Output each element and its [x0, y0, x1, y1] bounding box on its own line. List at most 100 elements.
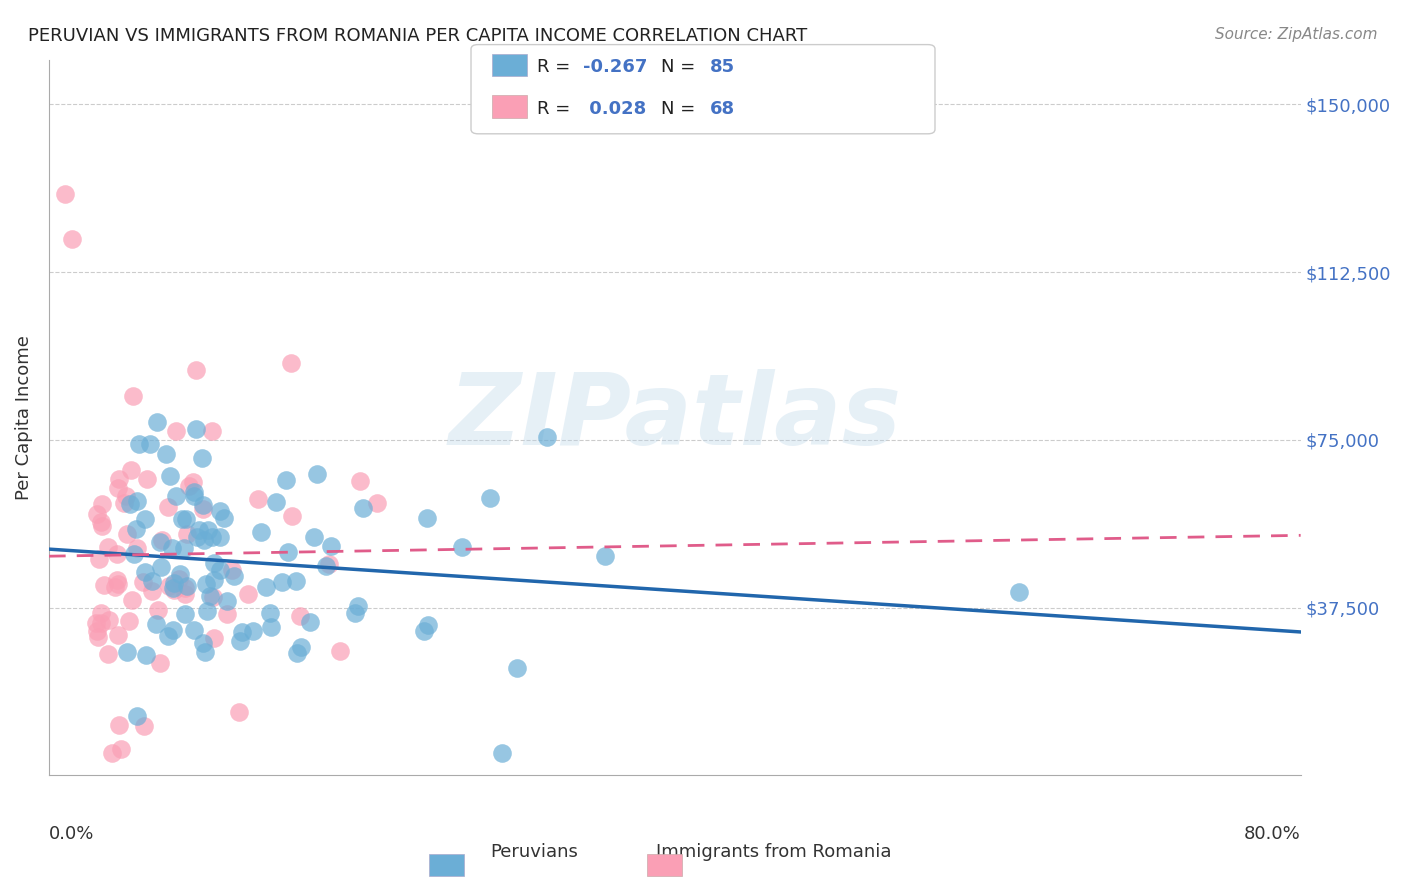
Point	[136, 473, 159, 487]
Point	[212, 511, 235, 525]
Point	[97, 540, 120, 554]
Point	[62, 231, 84, 245]
Point	[108, 718, 131, 732]
Point	[87, 552, 110, 566]
Text: N =: N =	[661, 100, 700, 118]
Point	[451, 540, 474, 554]
Point	[215, 607, 238, 621]
Point	[115, 527, 138, 541]
Point	[222, 569, 245, 583]
Text: 0.0%: 0.0%	[49, 825, 94, 843]
Point	[165, 424, 187, 438]
Point	[122, 548, 145, 562]
Point	[145, 617, 167, 632]
Point	[93, 578, 115, 592]
Point	[184, 363, 207, 377]
Point	[127, 709, 149, 723]
Point	[491, 746, 513, 760]
Point	[90, 515, 112, 529]
Point	[200, 589, 222, 603]
Text: R =: R =	[537, 100, 576, 118]
Point	[122, 389, 145, 403]
Point	[105, 547, 128, 561]
Point	[97, 614, 120, 628]
Point	[479, 491, 502, 505]
Point	[416, 510, 439, 524]
Point	[209, 530, 232, 544]
Point	[183, 489, 205, 503]
Text: 80.0%: 80.0%	[1244, 825, 1301, 843]
Point	[128, 436, 150, 450]
Point	[202, 573, 225, 587]
Text: -0.267: -0.267	[583, 58, 648, 76]
Point	[250, 525, 273, 540]
Point	[228, 705, 250, 719]
Point	[110, 742, 132, 756]
Point	[169, 572, 191, 586]
Point	[162, 623, 184, 637]
Point	[157, 500, 180, 514]
Text: R =: R =	[537, 58, 576, 76]
Point	[117, 645, 139, 659]
Point	[155, 447, 177, 461]
Point	[135, 648, 157, 663]
Point	[280, 356, 302, 370]
Point	[231, 624, 253, 639]
Point	[202, 631, 225, 645]
Point	[259, 606, 281, 620]
Point	[183, 475, 205, 490]
Y-axis label: Per Capita Income: Per Capita Income	[15, 335, 32, 500]
Point	[176, 527, 198, 541]
Point	[236, 587, 259, 601]
Point	[288, 608, 311, 623]
Point	[281, 508, 304, 523]
Point	[302, 530, 325, 544]
Text: ZIPatlas: ZIPatlas	[449, 369, 901, 466]
Point	[299, 615, 322, 630]
Text: PERUVIAN VS IMMIGRANTS FROM ROMANIA PER CAPITA INCOME CORRELATION CHART: PERUVIAN VS IMMIGRANTS FROM ROMANIA PER …	[28, 27, 807, 45]
Point	[90, 606, 112, 620]
Point	[285, 574, 308, 589]
Text: Source: ZipAtlas.com: Source: ZipAtlas.com	[1215, 27, 1378, 42]
Point	[86, 507, 108, 521]
Point	[115, 489, 138, 503]
Point	[183, 485, 205, 500]
Point	[157, 579, 180, 593]
Point	[195, 604, 218, 618]
Point	[101, 746, 124, 760]
Text: N =: N =	[661, 58, 700, 76]
Point	[277, 545, 299, 559]
Point	[174, 607, 197, 621]
Point	[118, 614, 141, 628]
Point	[159, 468, 181, 483]
Point	[141, 574, 163, 589]
Point	[270, 575, 292, 590]
Point	[208, 563, 231, 577]
Point	[266, 495, 288, 509]
Point	[254, 580, 277, 594]
Point	[184, 422, 207, 436]
Text: 0.028: 0.028	[583, 100, 647, 118]
Point	[193, 533, 215, 547]
Point	[505, 661, 527, 675]
Point	[593, 549, 616, 563]
Point	[163, 583, 186, 598]
Point	[86, 624, 108, 638]
Point	[202, 556, 225, 570]
Point	[156, 629, 179, 643]
Point	[242, 624, 264, 638]
Point	[173, 541, 195, 555]
Point	[149, 560, 172, 574]
Point	[190, 451, 212, 466]
Point	[121, 592, 143, 607]
Point	[53, 186, 76, 201]
Point	[1008, 585, 1031, 599]
Point	[176, 579, 198, 593]
Point	[208, 504, 231, 518]
Point	[174, 581, 197, 595]
Point	[197, 523, 219, 537]
Point	[536, 430, 558, 444]
Point	[221, 563, 243, 577]
Point	[170, 512, 193, 526]
Point	[163, 575, 186, 590]
